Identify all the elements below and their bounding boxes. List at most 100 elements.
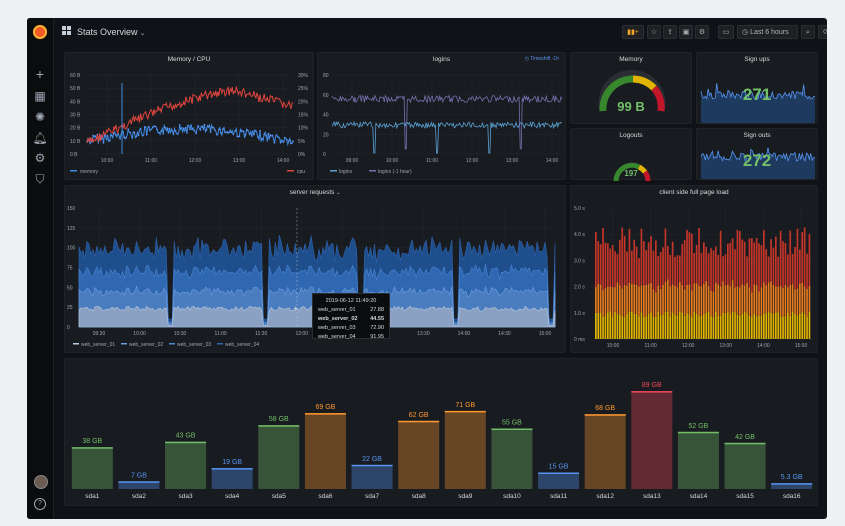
disk-bar [118, 481, 160, 489]
panel-page-load[interactable]: client side full page load 5.0 s 4.0 s 3.0… [570, 185, 818, 353]
histogram-bar [664, 281, 667, 312]
histogram-bar [755, 237, 758, 286]
panel-disk-usage[interactable]: 38 GB sda1 7 GB sda2 43 GB sda3 19 GB sda4 58 GB… [64, 358, 818, 506]
signouts-value: 272 [742, 151, 772, 170]
disk-name-label: sda10 [503, 493, 521, 500]
histogram-bar [803, 313, 806, 339]
disk-bar-label: 52 GB [689, 423, 709, 430]
y-tick-label: 10 B [70, 139, 81, 145]
histogram-bar [760, 315, 763, 339]
disk-bar [71, 447, 113, 489]
dashboard-title-text[interactable]: Stats Overview [77, 27, 138, 37]
memory-gauge-value: 99 B [617, 99, 645, 114]
zoom-out-button[interactable]: ⌕ [801, 25, 815, 39]
y-right-tick-label: 15% [298, 113, 309, 119]
panel-memory-gauge[interactable]: Memory 99 B [570, 52, 692, 124]
signups-sparkline [700, 83, 815, 123]
histogram-bar [803, 227, 806, 287]
add-panel-button[interactable]: ▮▮+ [622, 25, 644, 39]
gear-icon[interactable]: ⚙ [34, 151, 46, 165]
star-button[interactable]: ☆ [647, 25, 661, 39]
share-button[interactable]: ⇪ [663, 25, 677, 39]
histogram-bar [746, 313, 748, 339]
histogram-bar [758, 315, 760, 339]
disk-bar [584, 414, 626, 489]
histogram-bar [717, 315, 720, 339]
tv-mode-button[interactable]: ▭ [718, 25, 734, 39]
histogram-bar [609, 311, 612, 339]
histogram-bar [616, 253, 619, 283]
save-button[interactable]: ▣ [679, 25, 693, 39]
histogram-bar [662, 284, 664, 315]
histogram-bar [611, 316, 614, 339]
chevron-down-icon[interactable]: ⌄ [336, 190, 341, 196]
disk-bar-label: 22 GB [362, 456, 382, 463]
panel-title[interactable]: server requests ⌄ [65, 189, 565, 196]
histogram-bar [679, 255, 681, 282]
histogram-bar [799, 249, 801, 284]
time-picker[interactable]: ◷ Last 6 hours [737, 25, 798, 39]
histogram-bar [607, 312, 609, 339]
x-tick-label: 11:00 [215, 331, 227, 337]
histogram-bar [691, 290, 693, 317]
y-tick-label: 0 [67, 325, 70, 331]
histogram-bar [645, 250, 648, 285]
x-tick-label: 11:00 [426, 158, 438, 164]
disk-bar-label: 19 GB [222, 459, 242, 466]
y-tick-label: 1.0 s [574, 311, 585, 317]
histogram-bar [659, 252, 662, 289]
dashboard-title[interactable]: Stats Overview ⌄ [77, 27, 145, 37]
explore-icon[interactable]: ✺ [34, 110, 46, 124]
panel-logouts[interactable]: Logouts 197 [570, 128, 692, 181]
settings-button[interactable]: ⚙ [695, 25, 709, 39]
histogram-bar [657, 256, 660, 286]
x-tick-label: 10:00 [101, 158, 114, 164]
histogram-bar [722, 312, 724, 339]
histogram-bar [779, 316, 782, 339]
x-tick-label: 12:00 [466, 158, 479, 164]
panel-title-text[interactable]: server requests [289, 189, 335, 196]
dashboards-icon[interactable]: ▦ [34, 89, 46, 103]
disk-bar-label: 89 GB [642, 382, 662, 389]
histogram-bar [671, 241, 674, 285]
disk-name-label: sda5 [272, 493, 286, 500]
x-tick-label: 12:00 [682, 343, 695, 349]
panel-title: logins [433, 56, 450, 63]
panel-signups[interactable]: Sign ups 271 [696, 52, 818, 124]
panel-server-requests[interactable]: server requests ⌄ + 150 125 100 75 50 25 0 09:3… [64, 185, 566, 353]
panel-signouts[interactable]: Sign outs 272 [696, 128, 818, 180]
histogram-bar [669, 254, 672, 287]
histogram-bar [710, 290, 712, 317]
histogram-bar [700, 315, 703, 339]
alerting-bell-icon[interactable]: 🔔︎ [32, 131, 48, 145]
histogram-bar [758, 243, 760, 292]
histogram-bar [643, 241, 645, 286]
histogram-bar [767, 311, 770, 339]
histogram-bar [707, 253, 710, 286]
panel-memory-cpu[interactable]: Memory / CPU 60 B 50 B 40 B 30 B 20 B 10 B 0 B… [64, 52, 314, 180]
y-tick-label: 50 B [70, 86, 81, 92]
histogram-bar [664, 228, 667, 282]
histogram-bar [621, 227, 624, 289]
dashboard-grid-icon [62, 26, 71, 35]
y-right-tick-label: 10% [298, 126, 309, 132]
histogram-bar [753, 284, 756, 314]
help-icon[interactable]: ? [32, 494, 48, 510]
plus-icon[interactable]: + [35, 66, 45, 82]
disk-name-label: sda11 [550, 493, 568, 500]
grafana-logo-icon[interactable] [33, 25, 47, 39]
histogram-bar [599, 312, 602, 339]
chevron-down-icon[interactable]: ⌄ [140, 31, 146, 37]
histogram-bar [741, 284, 744, 314]
histogram-bar [626, 313, 628, 339]
shield-icon[interactable]: ⛉ [35, 172, 45, 186]
avatar[interactable] [34, 475, 48, 489]
histogram-bar [777, 286, 780, 313]
histogram-bar [693, 311, 696, 339]
refresh-button[interactable]: ⟳ ⌄ [818, 25, 827, 39]
histogram-bar [765, 249, 768, 286]
panel-logins[interactable]: logins ◷ Timeshift -1h 80 60 40 20 0 09:00 10:… [317, 52, 566, 180]
histogram-bar [806, 288, 808, 317]
disk-bar [211, 468, 253, 489]
